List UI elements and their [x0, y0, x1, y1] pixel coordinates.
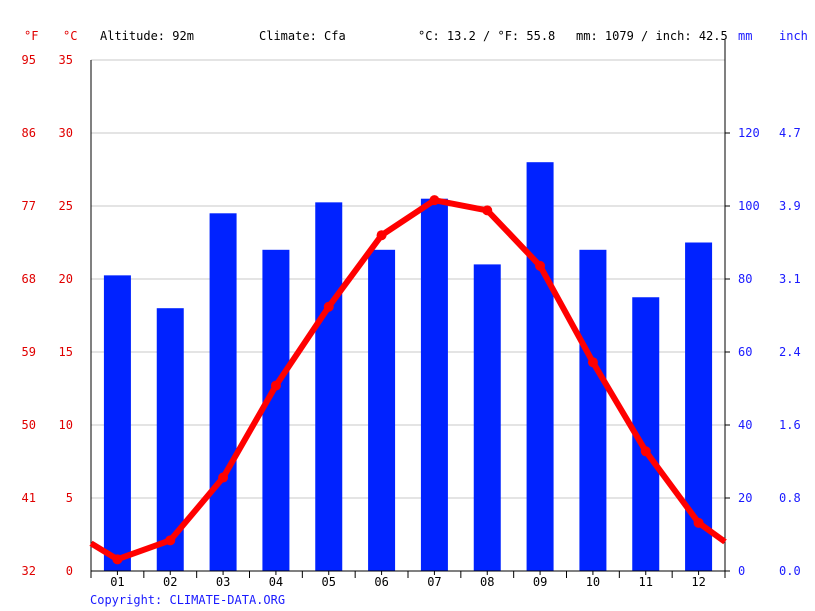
altitude-label: Altitude: 92m [100, 29, 194, 43]
temperature-point [693, 517, 704, 528]
month-tick-label: 07 [427, 575, 441, 589]
month-tick-label: 09 [533, 575, 547, 589]
gridlines [91, 59, 725, 499]
fahrenheit-tick-label: 68 [22, 272, 36, 286]
temperature-point [270, 380, 281, 391]
precipitation-bar [315, 202, 343, 571]
celsius-tick-label: 20 [59, 272, 73, 286]
mm-tick-label: 120 [738, 126, 760, 140]
celsius-tick-label: 0 [66, 564, 73, 578]
temperature-point [535, 260, 546, 271]
temperature-point [376, 230, 387, 241]
mm-tick-label: 100 [738, 199, 760, 213]
mm-tick-label: 20 [738, 491, 752, 505]
inch-tick-label: 4.7 [779, 126, 801, 140]
fahrenheit-tick-label: 86 [22, 126, 36, 140]
month-tick-label: 12 [691, 575, 705, 589]
precipitation-bar [262, 249, 290, 572]
fahrenheit-tick-label: 59 [22, 345, 36, 359]
precipitation-bars [103, 162, 713, 572]
unit-celsius-label: °C [63, 29, 77, 43]
mm-tick-label: 0 [738, 564, 745, 578]
month-tick-label: 06 [374, 575, 388, 589]
inch-tick-label: 0.8 [779, 491, 801, 505]
celsius-tick-label: 30 [59, 126, 73, 140]
temperature-point [482, 205, 493, 216]
climate-label: Climate: Cfa [259, 29, 346, 43]
temperature-point [218, 472, 229, 483]
fahrenheit-tick-label: 95 [22, 53, 36, 67]
precipitation-bar [103, 275, 131, 571]
month-tick-label: 10 [586, 575, 600, 589]
fahrenheit-tick-label: 77 [22, 199, 36, 213]
precipitation-total-label: mm: 1079 / inch: 42.5 [576, 29, 728, 43]
temperature-point [112, 554, 123, 565]
temperature-point [640, 446, 651, 457]
temperature-point [429, 195, 440, 206]
inch-tick-label: 3.9 [779, 199, 801, 213]
inch-tick-label: 1.6 [779, 418, 801, 432]
temperature-point [323, 301, 334, 312]
precipitation-bar [420, 198, 448, 571]
month-tick-label: 02 [163, 575, 177, 589]
celsius-tick-label: 25 [59, 199, 73, 213]
fahrenheit-tick-label: 32 [22, 564, 36, 578]
celsius-tick-label: 15 [59, 345, 73, 359]
inch-tick-label: 3.1 [779, 272, 801, 286]
month-tick-label: 05 [322, 575, 336, 589]
mm-tick-label: 80 [738, 272, 752, 286]
temperature-line [89, 195, 727, 565]
unit-inch-label: inch [779, 29, 808, 43]
precipitation-bar [473, 264, 501, 571]
inch-tick-label: 2.4 [779, 345, 801, 359]
month-tick-label: 08 [480, 575, 494, 589]
precipitation-bar [526, 162, 554, 571]
mm-tick-label: 60 [738, 345, 752, 359]
unit-mm-label: mm [738, 29, 752, 43]
precipitation-bar [579, 249, 607, 572]
axes [90, 40, 730, 578]
temperature-point [587, 357, 598, 368]
celsius-tick-label: 5 [66, 491, 73, 505]
month-tick-label: 03 [216, 575, 230, 589]
temperature-point [165, 535, 176, 546]
celsius-tick-label: 10 [59, 418, 73, 432]
average-temperature-label: °C: 13.2 / °F: 55.8 [418, 29, 555, 43]
precipitation-bar [685, 242, 713, 571]
temperature-series-line [89, 197, 727, 563]
celsius-tick-label: 35 [59, 53, 73, 67]
unit-fahrenheit-label: °F [24, 29, 38, 43]
precipitation-bar [368, 249, 396, 572]
fahrenheit-tick-label: 41 [22, 491, 36, 505]
inch-tick-label: 0.0 [779, 564, 801, 578]
month-tick-label: 01 [110, 575, 124, 589]
mm-tick-label: 40 [738, 418, 752, 432]
copyright-link[interactable]: Copyright: CLIMATE-DATA.ORG [90, 593, 285, 607]
month-tick-label: 04 [269, 575, 283, 589]
month-tick-label: 11 [639, 575, 653, 589]
precipitation-bar [209, 213, 237, 572]
fahrenheit-tick-label: 50 [22, 418, 36, 432]
